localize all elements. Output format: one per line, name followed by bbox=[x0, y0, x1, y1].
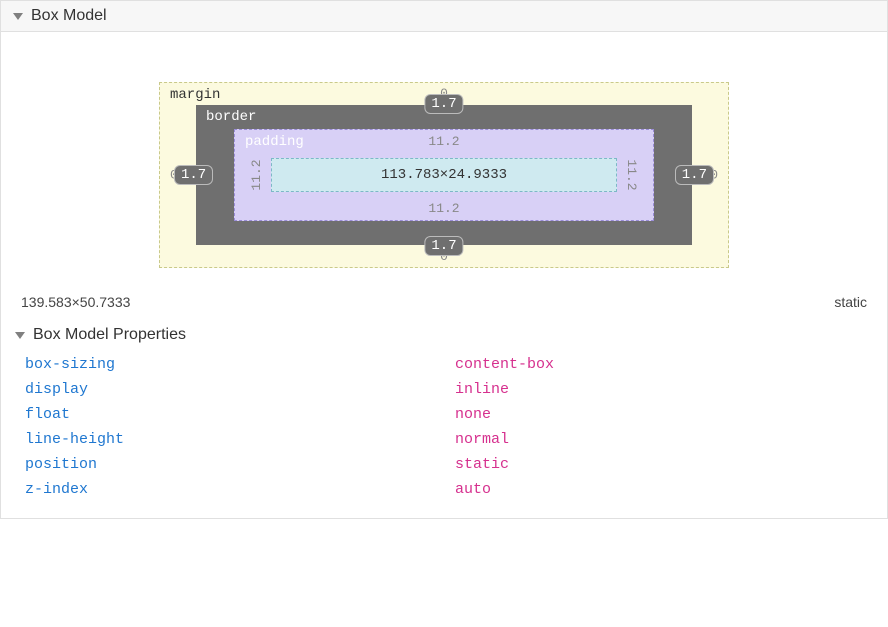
section-title: Box Model bbox=[31, 7, 107, 25]
property-name[interactable]: line-height bbox=[25, 431, 455, 448]
property-row: positionstatic bbox=[25, 452, 867, 477]
property-name[interactable]: box-sizing bbox=[25, 356, 455, 373]
padding-label: padding bbox=[245, 134, 304, 150]
margin-label: margin bbox=[170, 87, 220, 103]
border-label: border bbox=[206, 109, 256, 125]
property-name[interactable]: display bbox=[25, 381, 455, 398]
padding-left-value[interactable]: 11.2 bbox=[249, 159, 264, 190]
property-name[interactable]: position bbox=[25, 456, 455, 473]
property-row: floatnone bbox=[25, 402, 867, 427]
box-model-panel: Box Model margin 0 0 0 0 border 1.7 1.7 … bbox=[0, 0, 888, 519]
element-size: 139.583×50.7333 bbox=[21, 294, 130, 310]
content-layer[interactable]: 113.783×24.9333 bbox=[271, 158, 617, 192]
twisty-icon bbox=[13, 13, 23, 20]
property-row: box-sizingcontent-box bbox=[25, 352, 867, 377]
box-model-properties-header[interactable]: Box Model Properties bbox=[1, 326, 887, 352]
content-size: 113.783×24.9333 bbox=[381, 167, 507, 183]
element-info-row: 139.583×50.7333 static bbox=[1, 288, 887, 326]
box-model-diagram: margin 0 0 0 0 border 1.7 1.7 1.7 1.7 pa… bbox=[1, 32, 887, 288]
property-name[interactable]: z-index bbox=[25, 481, 455, 498]
padding-right-value[interactable]: 11.2 bbox=[624, 159, 639, 190]
property-row: z-indexauto bbox=[25, 477, 867, 502]
box-model-section-header[interactable]: Box Model bbox=[1, 0, 887, 32]
twisty-icon bbox=[15, 332, 25, 339]
border-left-value[interactable]: 1.7 bbox=[174, 165, 213, 185]
element-position-mode: static bbox=[834, 294, 867, 310]
border-layer[interactable]: border 1.7 1.7 1.7 1.7 padding 11.2 11.2… bbox=[196, 105, 692, 245]
border-right-value[interactable]: 1.7 bbox=[675, 165, 714, 185]
padding-layer[interactable]: padding 11.2 11.2 11.2 11.2 113.783×24.9… bbox=[234, 129, 654, 221]
property-row: line-heightnormal bbox=[25, 427, 867, 452]
padding-top-value[interactable]: 11.2 bbox=[428, 134, 459, 149]
property-value[interactable]: inline bbox=[455, 381, 509, 398]
border-top-value[interactable]: 1.7 bbox=[424, 94, 463, 114]
property-value[interactable]: normal bbox=[455, 431, 509, 448]
margin-layer[interactable]: margin 0 0 0 0 border 1.7 1.7 1.7 1.7 pa… bbox=[159, 82, 729, 268]
property-value[interactable]: content-box bbox=[455, 356, 554, 373]
property-row: displayinline bbox=[25, 377, 867, 402]
property-value[interactable]: static bbox=[455, 456, 509, 473]
property-value[interactable]: auto bbox=[455, 481, 491, 498]
property-name[interactable]: float bbox=[25, 406, 455, 423]
section-title: Box Model Properties bbox=[33, 326, 186, 344]
property-value[interactable]: none bbox=[455, 406, 491, 423]
box-model-properties-list: box-sizingcontent-boxdisplayinlinefloatn… bbox=[1, 352, 887, 518]
padding-bottom-value[interactable]: 11.2 bbox=[428, 201, 459, 216]
border-bottom-value[interactable]: 1.7 bbox=[424, 236, 463, 256]
